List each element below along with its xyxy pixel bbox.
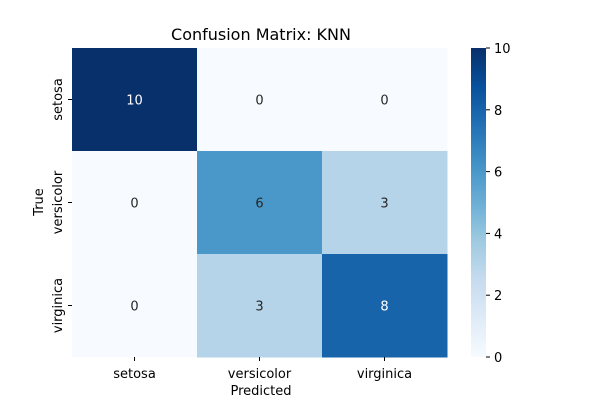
cell-value-label: 0 [130, 300, 138, 315]
colorbar: 0 2 4 6 8 10 [471, 42, 511, 366]
heatmap-cell-setosa-versicolor [197, 48, 323, 152]
colorbar-tick-label: 0 [494, 351, 502, 366]
colorbar-tick-label: 10 [494, 42, 511, 57]
colorbar-tick-label: 4 [494, 227, 502, 242]
heatmap-cell-virginica-setosa [72, 254, 198, 358]
colorbar-scale [471, 48, 486, 357]
y-axis-label: True [32, 188, 47, 217]
chart-title: Confusion Matrix: KNN [171, 25, 351, 44]
heatmap-cell-versicolor-setosa [72, 151, 198, 255]
cell-value-label: 3 [255, 300, 263, 315]
x-axis-label: Predicted [230, 384, 291, 399]
x-tick-label-versicolor: versicolor [228, 367, 292, 382]
cell-value-label: 0 [130, 197, 138, 212]
heatmap-cell-setosa-virginica [322, 48, 448, 152]
x-axis: setosa versicolor virginica [113, 357, 412, 382]
cell-value-label: 3 [380, 197, 388, 212]
heatmap-cell-virginica-virginica [322, 254, 448, 358]
heatmap-cell-versicolor-versicolor [197, 151, 323, 255]
x-tick-label-setosa: setosa [113, 367, 156, 382]
heatmap-cell-setosa-setosa [72, 48, 198, 152]
cell-value-label: 8 [380, 300, 388, 315]
cell-value-label: 6 [255, 197, 263, 212]
heatmap-cell-virginica-versicolor [197, 254, 323, 358]
colorbar-tick-label: 6 [494, 166, 502, 181]
colorbar-tick-label: 2 [494, 289, 502, 304]
colorbar-tick-label: 8 [494, 104, 502, 119]
cell-value-label: 10 [126, 94, 143, 109]
heatmap-value-labels: 10 0 0 0 6 3 0 3 8 [126, 94, 388, 315]
x-tick-label-virginica: virginica [357, 367, 412, 382]
y-tick-label-virginica: virginica [51, 278, 66, 333]
y-tick-label-versicolor: versicolor [51, 170, 66, 234]
cell-value-label: 0 [380, 94, 388, 109]
y-axis: setosa versicolor virginica [51, 78, 72, 333]
heatmap-cells [72, 48, 448, 358]
y-tick-label-setosa: setosa [51, 78, 66, 121]
heatmap-cell-versicolor-virginica [322, 151, 448, 255]
cell-value-label: 0 [255, 94, 263, 109]
